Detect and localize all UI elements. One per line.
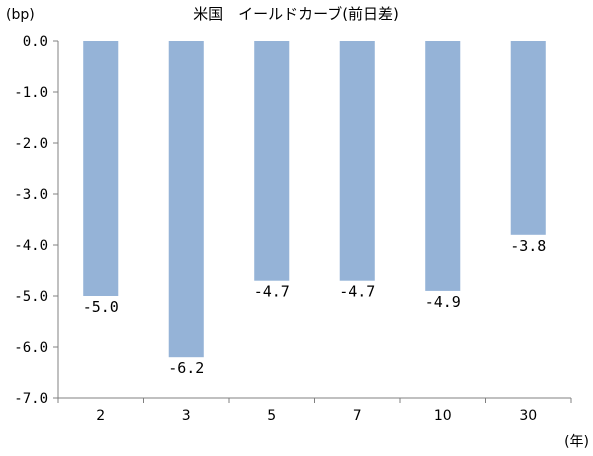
chart-title: 米国 イールドカーブ(前日差) xyxy=(193,5,399,23)
data-label: -4.7 xyxy=(339,283,375,301)
y-unit-label: (bp) xyxy=(6,7,35,23)
bar-5 xyxy=(254,41,290,281)
y-tick-label: -1.0 xyxy=(14,85,48,101)
y-tick-label: -6.0 xyxy=(14,340,48,356)
bar-3 xyxy=(168,41,204,358)
bar-10 xyxy=(425,41,461,291)
data-label: -3.8 xyxy=(510,237,546,255)
data-label: -6.2 xyxy=(168,359,204,377)
y-tick-label: -4.0 xyxy=(14,238,48,254)
x-tick-label: 7 xyxy=(353,408,362,424)
x-tick-label: 5 xyxy=(267,408,276,424)
bar-7 xyxy=(339,41,375,281)
data-label: -5.0 xyxy=(83,298,119,316)
plot-area: 0.0 -1.0 -2.0 -3.0 -4.0 -5.0 -6.0 -7.0 -5.0 2 -6.2… xyxy=(14,34,572,424)
y-tick-label: -2.0 xyxy=(14,136,48,152)
bar-30 xyxy=(510,41,546,235)
y-tick-label: -3.0 xyxy=(14,187,48,203)
x-tick-label: 3 xyxy=(182,408,191,424)
bar-2 xyxy=(83,41,119,296)
data-label: -4.9 xyxy=(425,293,461,311)
data-label: -4.7 xyxy=(254,283,290,301)
y-tick-label: 0.0 xyxy=(23,34,48,50)
y-tick-label: -5.0 xyxy=(14,289,48,305)
x-tick-label: 2 xyxy=(96,408,105,424)
x-unit-label: (年) xyxy=(564,434,589,450)
x-tick-label: 30 xyxy=(519,408,537,424)
x-tick-label: 10 xyxy=(434,408,452,424)
y-tick-label: -7.0 xyxy=(14,391,48,407)
